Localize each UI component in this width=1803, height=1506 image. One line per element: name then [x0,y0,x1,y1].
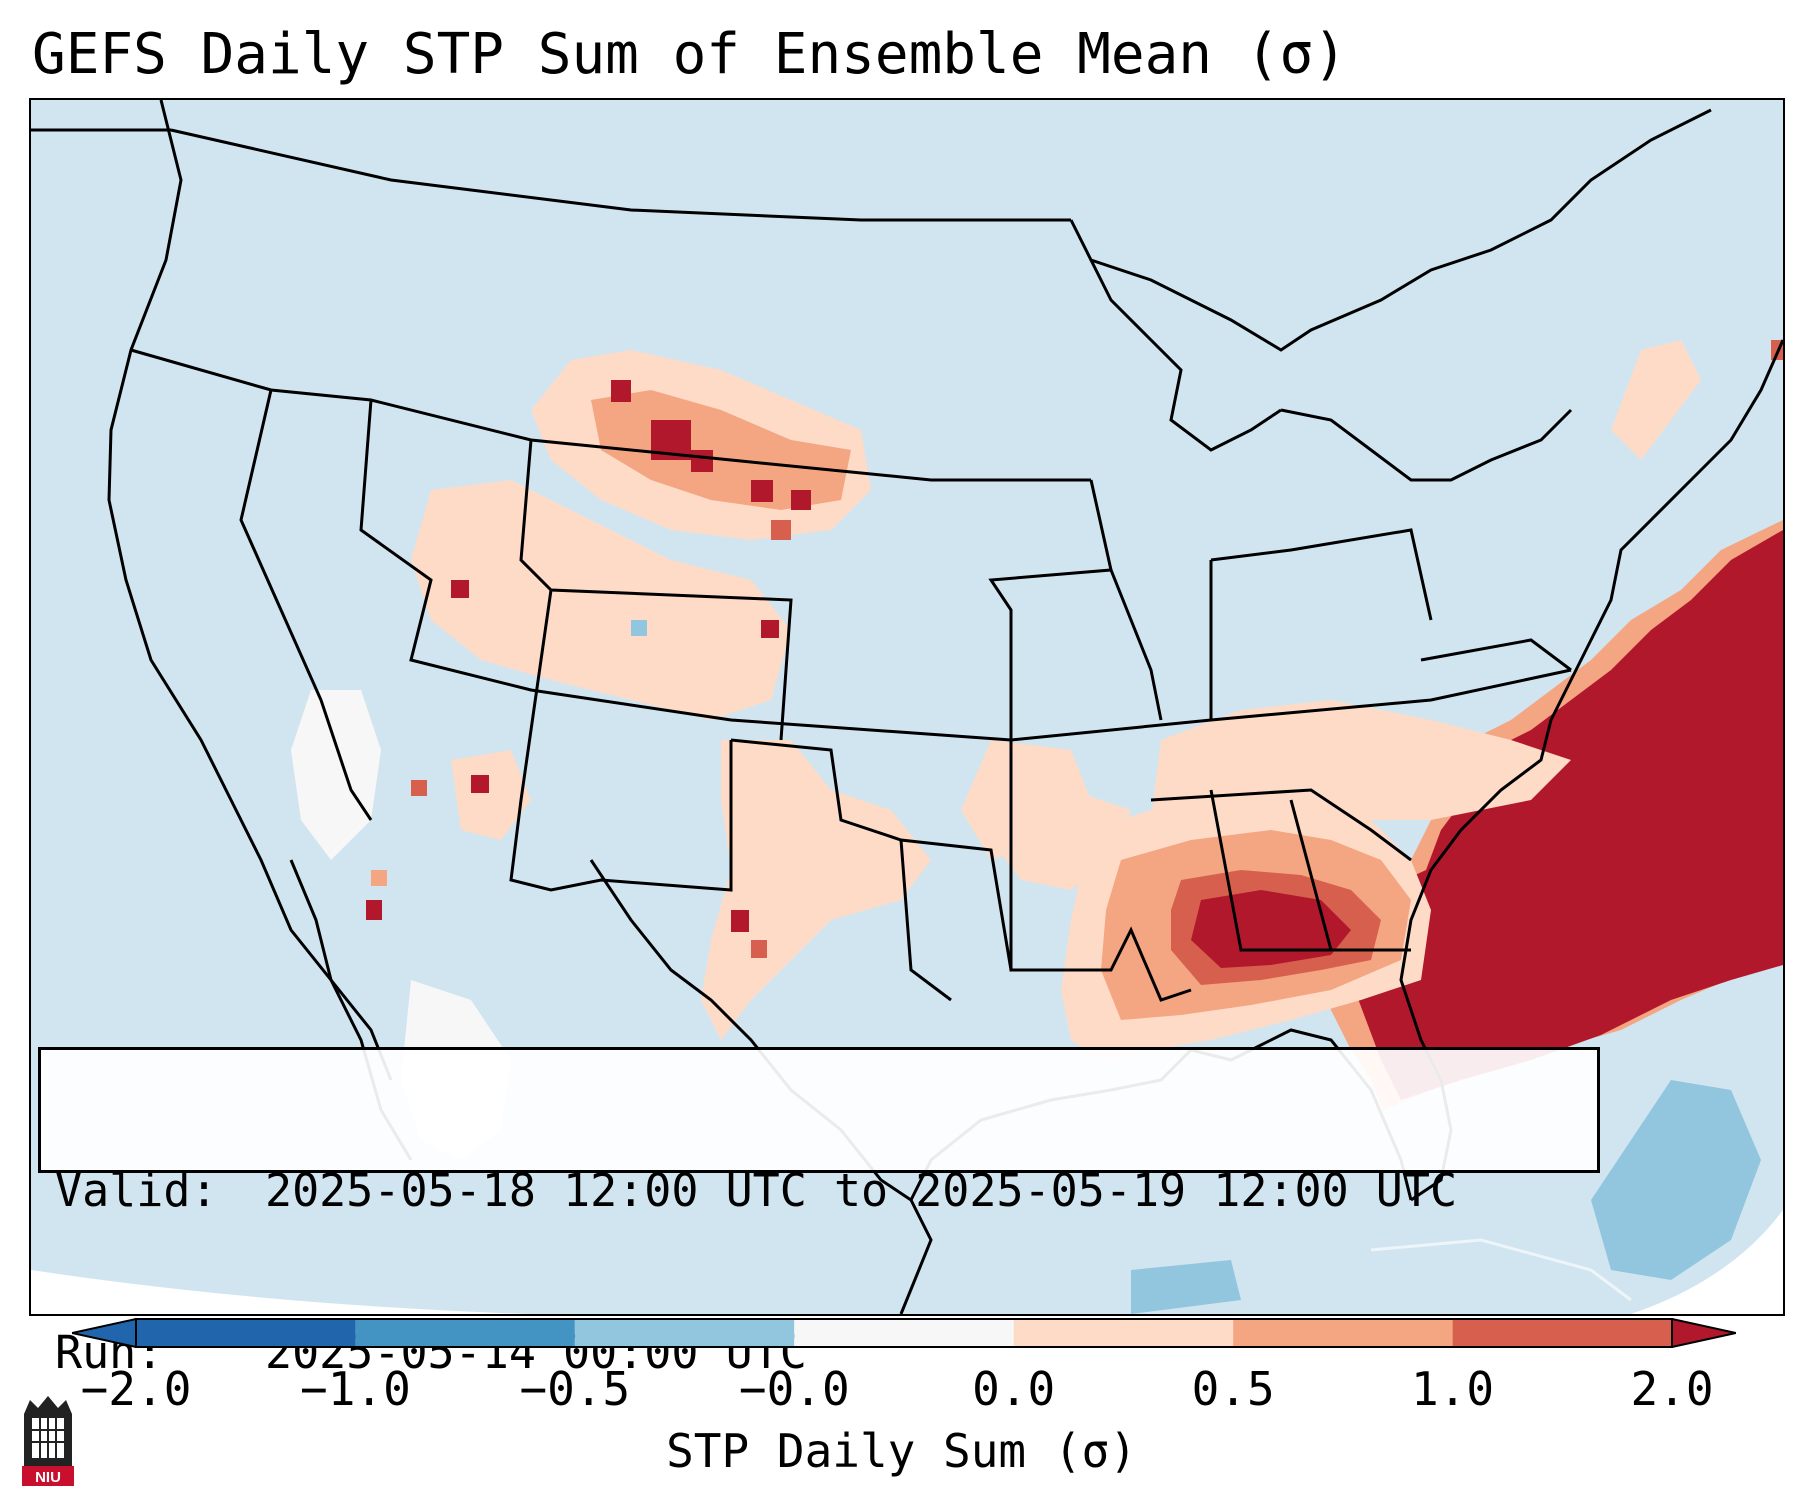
colorbar-bin [574,1319,795,1347]
colorbar-tick-label: 0.0 [972,1362,1056,1416]
logo-text: NIU [35,1469,61,1486]
colorbar-tick-label: −0.0 [738,1362,850,1416]
colorbar-tick-label: 1.0 [1411,1362,1495,1416]
niu-logo-icon: NIU [22,1396,74,1486]
colorbar-bin [1013,1319,1234,1347]
valid-value: 2025-05-18 12:00 UTC to 2025-05-19 12:00… [265,1164,1458,1217]
colorbar-extend-high [1671,1318,1736,1348]
valid-run-box: Valid: 2025-05-18 12:00 UTC to 2025-05-1… [38,1047,1600,1379]
map-title: GEFS Daily STP Sum of Ensemble Mean (σ) [32,22,1347,87]
colorbar-tick-label: −1.0 [300,1362,411,1416]
colorbar-bin [355,1319,575,1347]
colorbar-label: STP Daily Sum (σ) [666,1424,1137,1478]
valid-label: Valid: [55,1164,218,1217]
colorbar-tick-label: 2.0 [1630,1362,1714,1416]
southeast-moderate-region [1061,790,1431,1060]
colorbar-bin [794,1319,1014,1347]
colorbar-extend-low [72,1318,137,1348]
colorbar-tick-label: −2.0 [80,1362,192,1416]
colorbar [72,1318,1736,1348]
colorbar-tick-label: 0.5 [1191,1362,1275,1416]
colorbar-bin [1452,1319,1672,1347]
plains-region [366,350,1091,1040]
colorbar-bin [136,1319,356,1347]
colorbar-bin [1233,1319,1453,1347]
atlantic-high-region [1311,520,1783,1110]
colorbar-tick-label: −0.5 [519,1362,631,1416]
